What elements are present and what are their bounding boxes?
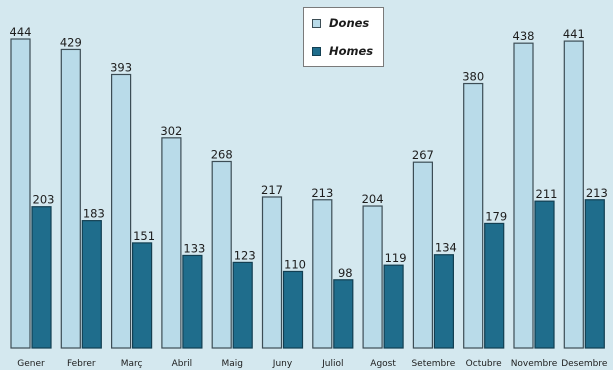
- category-label-0: Gener: [17, 359, 45, 369]
- bar-dones-6: [312, 199, 333, 349]
- bar-dones-8: [412, 161, 433, 349]
- bar-homes-6: [333, 279, 354, 349]
- legend-label-dones: Dones: [329, 16, 370, 30]
- value-label-homes-3: 133: [183, 241, 205, 255]
- bar-dones-7: [362, 205, 383, 349]
- legend-label-homes: Homes: [329, 44, 374, 58]
- bar-homes-0: [31, 206, 52, 349]
- bar-dones-11: [563, 40, 584, 349]
- category-label-11: Desembre: [561, 359, 608, 369]
- value-label-homes-9: 179: [485, 209, 507, 223]
- value-label-dones-3: 302: [160, 124, 182, 138]
- value-label-homes-10: 211: [536, 187, 558, 201]
- bar-dones-9: [463, 82, 484, 349]
- category-label-1: Febrer: [67, 359, 96, 369]
- bar-homes-5: [282, 270, 304, 349]
- bar-homes-2: [132, 242, 153, 349]
- value-label-homes-8: 134: [435, 241, 457, 255]
- legend-swatch-dones: [312, 18, 321, 28]
- value-label-dones-9: 380: [462, 70, 484, 84]
- bar-homes-3: [182, 254, 203, 349]
- legend-swatch-homes: [312, 46, 321, 56]
- bar-dones-1: [60, 48, 81, 349]
- value-label-homes-1: 183: [83, 207, 105, 221]
- value-label-dones-2: 393: [110, 60, 132, 74]
- value-label-homes-6: 98: [338, 266, 353, 280]
- value-label-homes-11: 213: [586, 186, 608, 200]
- bar-homes-7: [383, 264, 404, 349]
- value-label-dones-8: 267: [412, 148, 434, 162]
- bar-homes-4: [232, 261, 253, 349]
- category-label-2: Març: [121, 359, 143, 369]
- category-label-10: Novembre: [511, 359, 558, 369]
- legend-item-dones: Dones: [312, 16, 369, 30]
- category-label-8: Setembre: [411, 359, 455, 369]
- bar-homes-8: [433, 254, 454, 349]
- bar-dones-4: [211, 160, 232, 349]
- category-label-7: Agost: [370, 359, 396, 369]
- category-label-9: Octubre: [466, 359, 502, 369]
- value-label-homes-7: 119: [385, 251, 407, 265]
- value-label-homes-2: 151: [133, 229, 155, 243]
- bar-homes-1: [81, 220, 102, 349]
- bar-homes-9: [484, 222, 505, 349]
- legend: Dones Homes: [303, 7, 384, 67]
- bar-dones-10: [513, 42, 534, 349]
- value-label-homes-0: 203: [33, 193, 55, 207]
- bar-dones-5: [261, 196, 283, 349]
- value-label-dones-7: 204: [362, 192, 384, 206]
- legend-item-homes: Homes: [312, 44, 373, 58]
- bar-homes-10: [534, 200, 555, 349]
- category-label-4: Maig: [221, 359, 243, 369]
- value-label-homes-4: 123: [234, 248, 256, 262]
- value-label-dones-1: 429: [60, 35, 82, 49]
- bar-dones-3: [161, 137, 182, 349]
- value-label-dones-11: 441: [563, 27, 585, 41]
- bar-dones-2: [110, 73, 132, 349]
- category-label-6: Juliol: [321, 359, 343, 369]
- value-label-homes-5: 110: [284, 257, 306, 271]
- value-label-dones-5: 217: [261, 183, 283, 197]
- value-label-dones-6: 213: [311, 186, 333, 200]
- bar-homes-11: [584, 199, 605, 349]
- bar-dones-0: [10, 38, 31, 349]
- category-label-3: Abril: [172, 359, 193, 369]
- value-label-dones-10: 438: [513, 29, 535, 43]
- value-label-dones-4: 268: [211, 147, 233, 161]
- value-label-dones-0: 444: [10, 25, 32, 39]
- category-label-5: Juny: [272, 359, 293, 369]
